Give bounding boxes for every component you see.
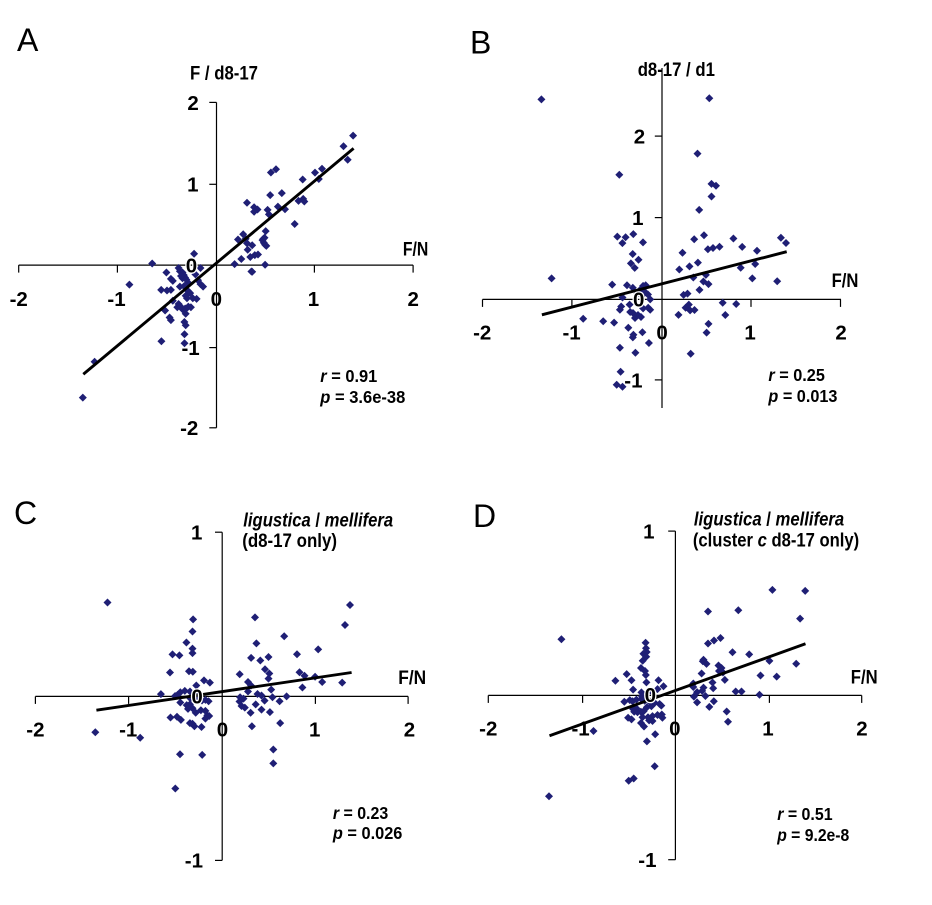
svg-text:0: 0 xyxy=(656,322,667,345)
svg-text:2: 2 xyxy=(835,322,846,345)
svg-text:p = 3.6e-38: p = 3.6e-38 xyxy=(319,387,405,407)
svg-text:1: 1 xyxy=(744,322,755,345)
svg-text:C: C xyxy=(14,495,37,531)
svg-text:0: 0 xyxy=(669,718,680,741)
svg-text:1: 1 xyxy=(191,522,202,545)
svg-text:-1: -1 xyxy=(638,849,656,872)
svg-text:-1: -1 xyxy=(624,369,642,392)
svg-text:F/N: F/N xyxy=(403,239,428,260)
svg-text:-1: -1 xyxy=(107,288,125,311)
svg-text:2: 2 xyxy=(404,719,415,742)
svg-text:r = 0.91: r = 0.91 xyxy=(320,366,377,386)
svg-text:0: 0 xyxy=(191,686,202,709)
svg-text:1: 1 xyxy=(308,288,319,311)
svg-text:2: 2 xyxy=(407,288,418,311)
svg-text:2: 2 xyxy=(634,126,645,149)
svg-text:1: 1 xyxy=(187,174,198,197)
svg-text:-1: -1 xyxy=(119,719,137,742)
svg-text:1: 1 xyxy=(632,207,643,230)
svg-text:2: 2 xyxy=(187,92,198,115)
svg-text:r = 0.23: r = 0.23 xyxy=(333,803,389,823)
svg-text:0: 0 xyxy=(217,719,228,742)
svg-text:-2: -2 xyxy=(10,288,28,311)
svg-text:d8-17 / d1: d8-17 / d1 xyxy=(638,60,716,81)
svg-text:F / d8-17: F / d8-17 xyxy=(190,63,258,84)
svg-text:r = 0.51: r = 0.51 xyxy=(777,804,833,824)
svg-text:-1: -1 xyxy=(181,337,199,360)
svg-text:1: 1 xyxy=(309,719,320,742)
svg-text:0: 0 xyxy=(186,255,197,278)
svg-text:F/N: F/N xyxy=(398,668,426,689)
svg-text:D: D xyxy=(473,498,496,534)
svg-text:-1: -1 xyxy=(571,718,589,741)
svg-text:-1: -1 xyxy=(185,850,203,873)
svg-text:r = 0.25: r = 0.25 xyxy=(768,365,825,385)
svg-text:1: 1 xyxy=(643,520,654,543)
svg-text:F/N: F/N xyxy=(832,271,859,292)
svg-text:A: A xyxy=(17,22,39,58)
svg-text:p = 0.026: p = 0.026 xyxy=(332,823,403,843)
svg-text:1: 1 xyxy=(762,718,773,741)
svg-text:2: 2 xyxy=(856,718,867,741)
svg-text:0: 0 xyxy=(633,288,644,311)
svg-text:(cluster c d8-17 only): (cluster c d8-17 only) xyxy=(693,531,859,552)
svg-text:B: B xyxy=(470,24,491,60)
svg-text:ligustica / mellifera: ligustica / mellifera xyxy=(694,509,845,530)
svg-text:-2: -2 xyxy=(26,719,44,742)
svg-text:F/N: F/N xyxy=(851,668,878,689)
svg-text:(d8-17 only): (d8-17 only) xyxy=(242,531,337,552)
svg-text:-1: -1 xyxy=(562,322,580,345)
svg-text:p = 0.013: p = 0.013 xyxy=(767,386,837,406)
svg-text:-2: -2 xyxy=(473,322,491,345)
svg-text:p = 9.2e-8: p = 9.2e-8 xyxy=(776,825,849,845)
svg-text:0: 0 xyxy=(645,684,656,707)
svg-text:0: 0 xyxy=(211,288,222,311)
svg-text:-2: -2 xyxy=(479,718,497,741)
svg-text:-2: -2 xyxy=(180,417,198,440)
svg-text:ligustica / mellifera: ligustica / mellifera xyxy=(243,510,393,531)
